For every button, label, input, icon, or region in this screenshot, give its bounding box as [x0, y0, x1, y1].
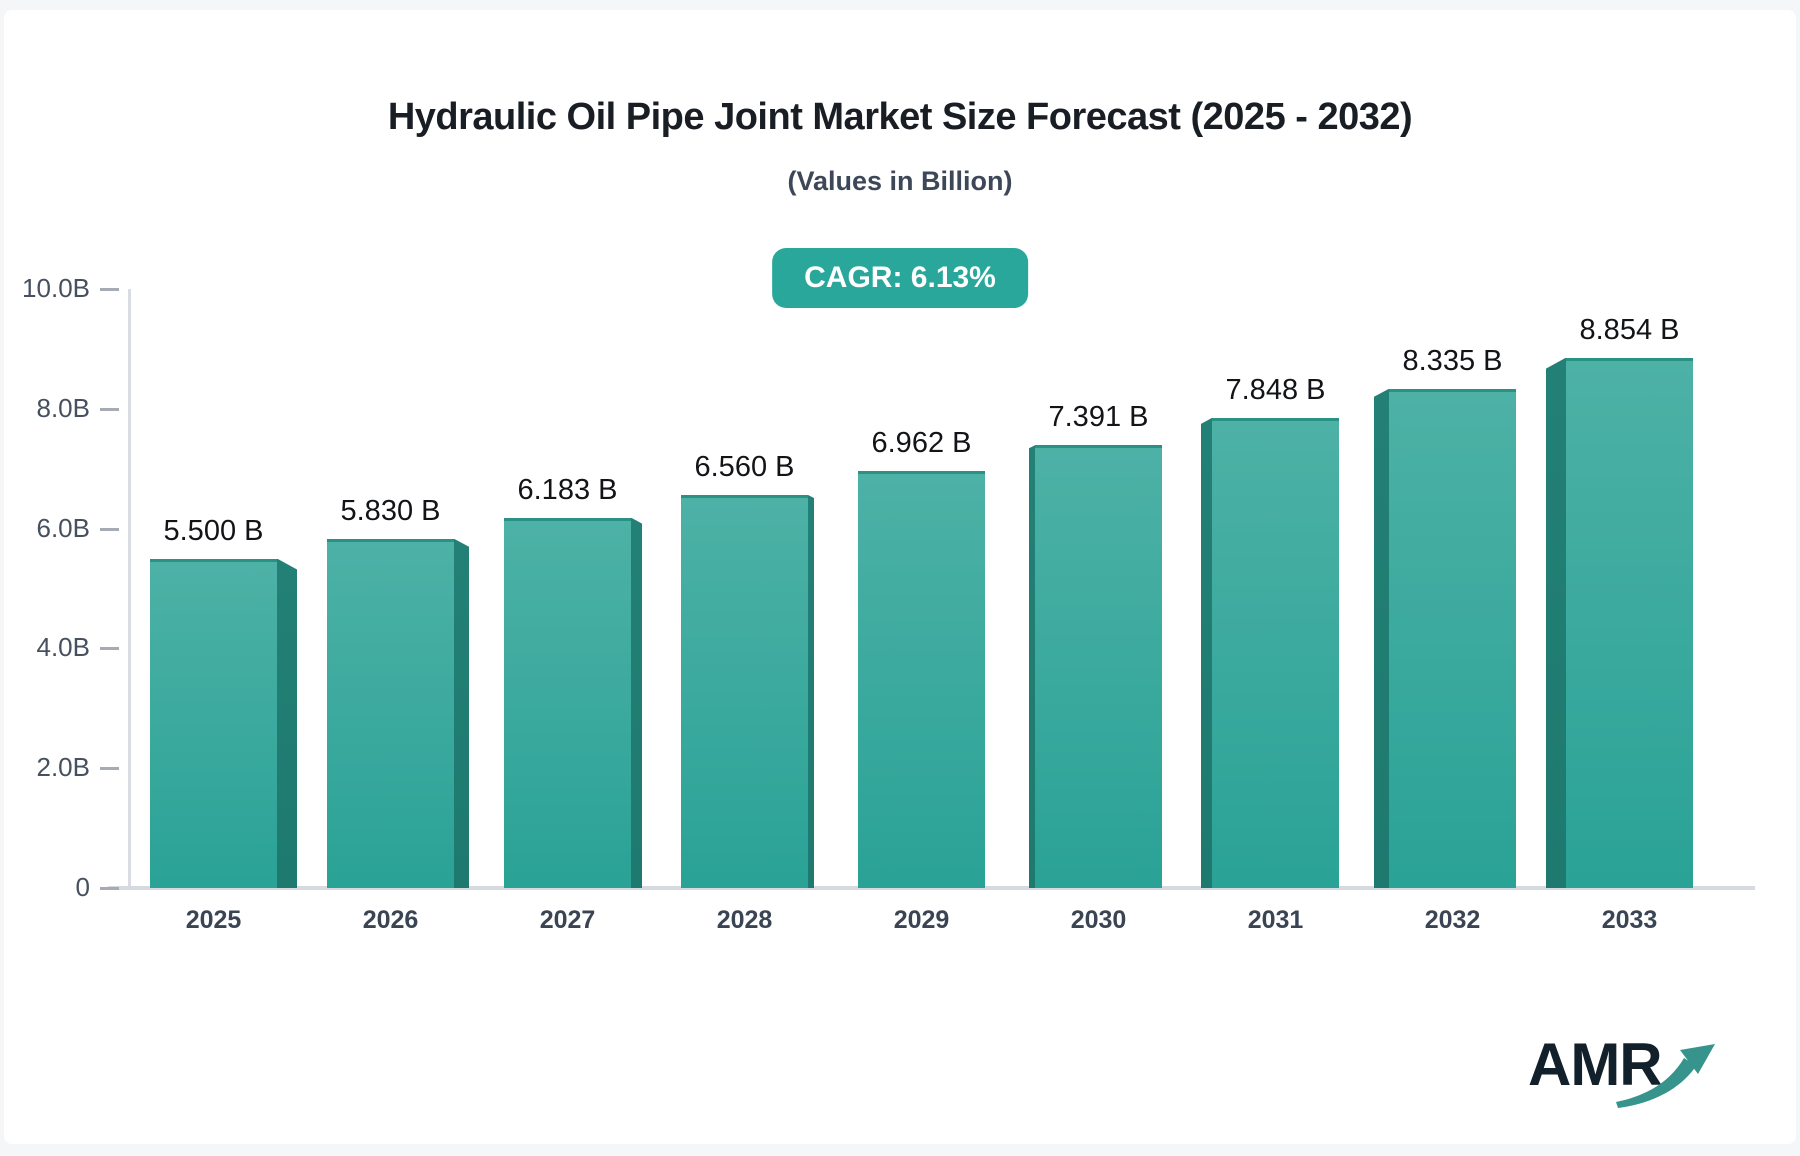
y-tick-label-4.0B: 4.0B — [36, 632, 91, 663]
trend-up-arrow-icon — [1616, 1044, 1715, 1108]
y-tick-label-2.0B: 2.0B — [36, 752, 91, 783]
y-tick-label-0: 0 — [75, 872, 90, 902]
bar-2033[interactable] — [1566, 357, 1693, 888]
bar-2030[interactable] — [1035, 445, 1162, 888]
y-tick-label-6.0B: 6.0B — [36, 512, 91, 543]
x-tick-label-2032: 2032 — [1424, 906, 1481, 934]
amr-logo-text: AMR — [1528, 1031, 1663, 1098]
x-tick-label-2027: 2027 — [539, 906, 596, 934]
bar-side-2025 — [277, 558, 297, 888]
bar-side-2028 — [808, 495, 814, 888]
bar-value-label-2028: 6.560 B — [694, 451, 795, 484]
y-tick-mark — [100, 527, 119, 531]
bar-side-2026 — [454, 538, 469, 888]
x-tick-label-2033: 2033 — [1601, 906, 1658, 934]
y-tick-mark — [100, 647, 119, 651]
bar-2032[interactable] — [1389, 388, 1516, 888]
bar-side-2031 — [1201, 417, 1212, 888]
bar-value-label-2031: 7.848 B — [1225, 373, 1326, 406]
bar-2028[interactable] — [681, 495, 808, 888]
y-axis-line — [128, 289, 131, 888]
chart-subtitle: (Values in Billion) — [787, 166, 1013, 196]
chart-title: Hydraulic Oil Pipe Joint Market Size For… — [387, 96, 1413, 138]
bar-side-2033 — [1546, 357, 1566, 888]
x-tick-label-2030: 2030 — [1070, 906, 1127, 934]
cagr-badge: CAGR: 6.13% — [772, 248, 1028, 308]
bar-value-label-2030: 7.391 B — [1048, 401, 1149, 434]
y-tick-label-8.0B: 8.0B — [36, 392, 91, 423]
x-tick-label-2026: 2026 — [362, 906, 419, 934]
x-tick-label-2031: 2031 — [1247, 906, 1304, 934]
bar-value-label-2027: 6.183 B — [517, 473, 618, 506]
bar-value-label-2033: 8.854 B — [1579, 313, 1680, 346]
bar-side-2027 — [631, 517, 642, 888]
bar-side-2032 — [1374, 388, 1389, 888]
y-tick-label-10.0B: 10.0B — [22, 273, 90, 303]
y-tick-mark — [100, 887, 119, 890]
bar-value-label-2029: 6.962 B — [871, 426, 972, 459]
bar-value-label-2025: 5.500 B — [163, 514, 264, 547]
bar-2029[interactable] — [858, 470, 985, 888]
bar-value-label-2026: 5.830 B — [340, 494, 441, 527]
bar-value-label-2032: 8.335 B — [1402, 344, 1503, 377]
bar-2031[interactable] — [1212, 417, 1339, 888]
x-axis-baseline — [108, 886, 1755, 890]
bar-2025[interactable] — [150, 558, 277, 888]
bar-2027[interactable] — [504, 517, 631, 888]
x-tick-label-2029: 2029 — [893, 906, 950, 934]
bar-2026[interactable] — [327, 538, 454, 888]
y-tick-mark — [100, 407, 119, 411]
y-tick-mark — [100, 767, 119, 771]
y-tick-mark — [100, 288, 119, 291]
x-tick-label-2028: 2028 — [716, 906, 773, 934]
amr-logo: AMR — [1528, 1030, 1718, 1110]
x-tick-label-2025: 2025 — [185, 906, 242, 934]
bar-side-2030 — [1029, 445, 1035, 888]
